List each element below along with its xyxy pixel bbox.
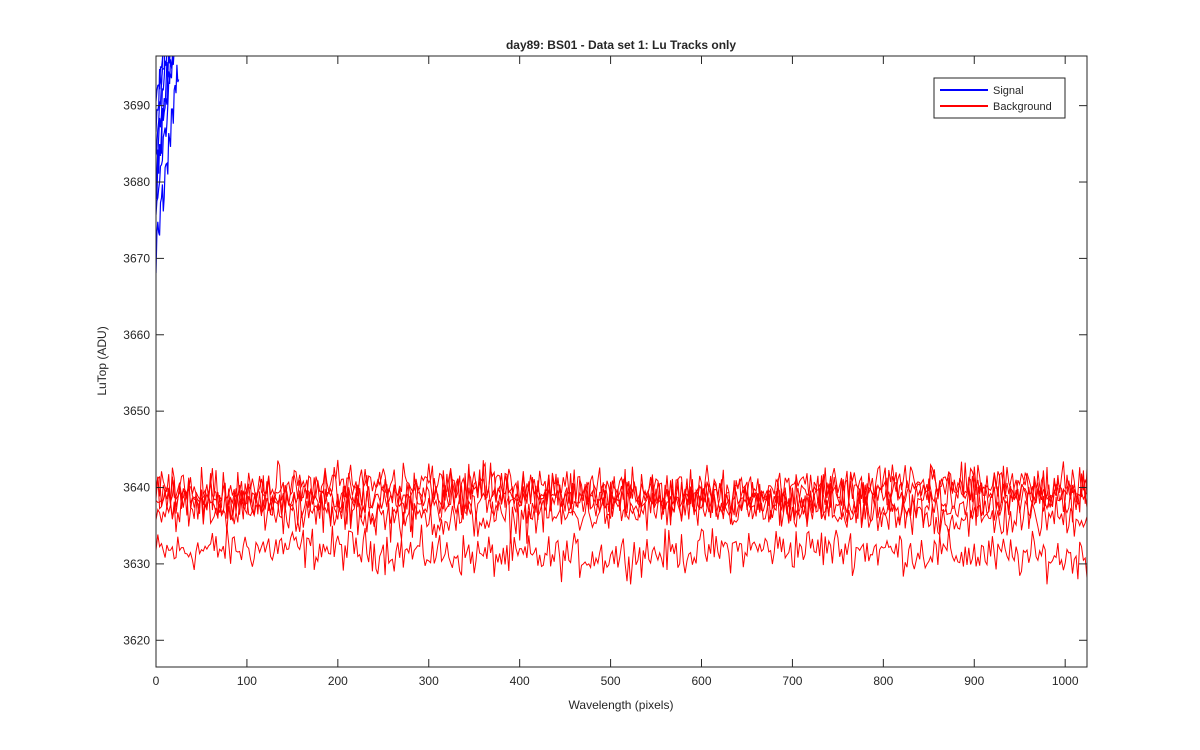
y-tick-label-7: 3690 [123,99,150,113]
y-tick-label-5: 3670 [123,251,150,265]
x-tick-label-10: 1000 [1052,674,1079,688]
x-tick-label-9: 900 [964,674,984,688]
plot-frame [155,55,1088,668]
x-tick-label-5: 500 [601,674,621,688]
y-tick-label-6: 3680 [123,175,150,189]
x-tick-label-6: 600 [691,674,711,688]
x-tick-label-3: 300 [419,674,439,688]
chart-title: day89: BS01 - Data set 1: Lu Tracks only [506,38,736,52]
signal-line-3 [156,56,174,195]
y-tick-label-1: 3630 [123,557,150,571]
x-axis-label: Wavelength (pixels) [569,698,674,712]
x-axis: 0 100 200 300 400 500 600 700 800 900 1000 [153,56,1079,688]
background-line-5 [156,459,1087,516]
x-tick-label-7: 700 [782,674,802,688]
y-axis: 3620 3630 3640 3650 3660 3670 3680 3690 [123,99,1087,647]
legend-signal-label: Signal [993,85,1024,97]
signal-line-5 [156,56,166,156]
series-layer [156,56,1087,585]
background-line-0 [156,524,1087,585]
x-tick-label-4: 400 [510,674,530,688]
y-tick-label-4: 3660 [123,328,150,342]
y-tick-label-3: 3650 [123,404,150,418]
background-line-1 [156,487,1087,544]
signal-line-7 [156,56,164,102]
legend: Signal Background [933,77,1066,119]
signal-line-4 [156,56,168,157]
x-tick-label-8: 800 [873,674,893,688]
x-tick-label-1: 100 [237,674,257,688]
legend-box [933,77,1066,119]
x-tick-label-0: 0 [153,674,160,688]
signal-line-0 [156,64,180,274]
signal-line-1 [156,56,175,215]
x-tick-label-2: 200 [328,674,348,688]
y-axis-label: LuTop (ADU) [95,326,109,395]
legend-background-label: Background [993,101,1052,113]
y-tick-label-2: 3640 [123,481,150,495]
y-tick-label-0: 3620 [123,633,150,647]
